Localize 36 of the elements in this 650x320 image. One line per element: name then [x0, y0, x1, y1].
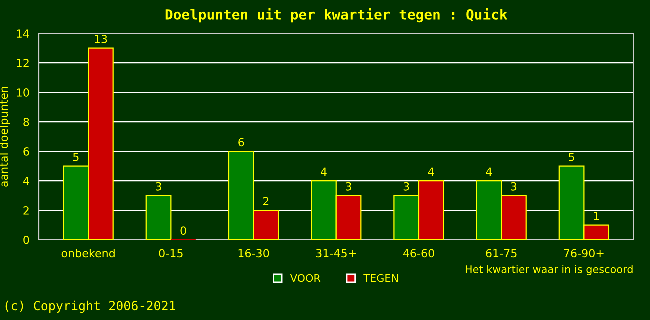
x-tick-label: onbekend	[62, 249, 115, 258]
data-label: 3	[346, 182, 352, 191]
data-label: 4	[428, 168, 434, 176]
data-label: 3	[156, 182, 162, 191]
x-tick-label: 16-30	[238, 249, 270, 258]
y-tick-label: 14	[17, 30, 30, 38]
data-label: 5	[569, 153, 574, 162]
y-tick-label: 4	[23, 177, 30, 186]
legend-label: TEGEN	[364, 274, 398, 282]
data-label: 13	[95, 35, 108, 44]
data-label: 1	[594, 212, 600, 220]
x-tick-label: 46-60	[403, 249, 434, 258]
y-tick-label: 12	[17, 59, 29, 68]
data-label: 2	[263, 197, 269, 206]
data-label: 0	[180, 226, 186, 236]
y-axis-title: aantal doelpunten	[0, 86, 10, 187]
x-tick-label: 0-15	[159, 249, 183, 258]
data-label: 3	[404, 182, 410, 191]
data-label: 5	[73, 153, 79, 162]
data-label: 4	[486, 168, 492, 176]
x-axis-title: Het kwartier waar in is gescoord	[466, 265, 633, 276]
bar	[146, 195, 172, 240]
y-tick-label: 6	[24, 148, 30, 156]
chart-title: Doelpunten uit per kwartier tegen : Quick	[166, 8, 508, 23]
legend-label: VOOR	[290, 274, 321, 282]
y-tick-label: 8	[24, 118, 30, 126]
x-tick-label: 76-90+	[564, 249, 604, 258]
x-tick-label: 61-75	[486, 249, 517, 258]
data-label: 4	[320, 168, 327, 176]
y-tick-label: 0	[24, 236, 30, 244]
data-label: 6	[238, 138, 244, 147]
text: (c) Copyright 2006-2021	[6, 300, 176, 314]
data-label: 3	[511, 182, 517, 191]
y-tick-label: 10	[17, 88, 30, 97]
x-tick-label: 31-45+	[316, 249, 356, 258]
y-tick-label: 2	[24, 206, 29, 215]
